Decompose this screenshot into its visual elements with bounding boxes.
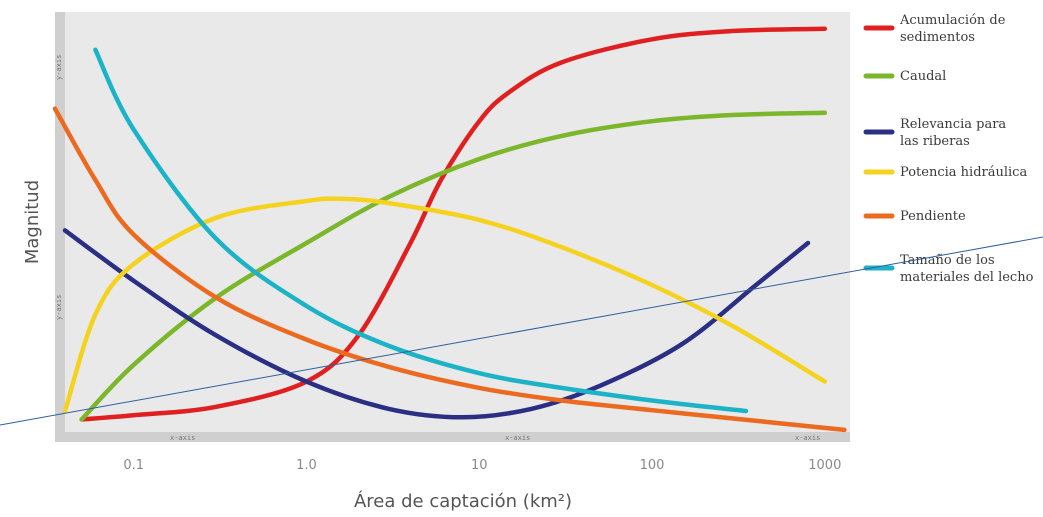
x-axis-tag-right: x-axis: [795, 434, 820, 442]
y-axis-tag-mid: y-axis: [55, 295, 63, 320]
legend: Acumulación de sedimentos Caudal Relevancia…: [863, 13, 1034, 285]
legend-label: Tamaño de los: [900, 253, 995, 268]
legend-label: Potencia hidráulica: [900, 165, 1027, 180]
legend-label: Pendiente: [900, 209, 966, 224]
legend-label: sedimentos: [900, 30, 975, 45]
y-axis-title: Magnitud: [22, 180, 43, 264]
legend-label: Caudal: [900, 69, 946, 84]
tick-layer: 0.1 1.0 10 100 1000: [123, 458, 841, 473]
annotation-line: [0, 236, 1043, 426]
legend-label: materiales del lecho: [900, 270, 1034, 285]
legend-label: Acumulación de: [899, 13, 1006, 28]
y-axis-strip: [55, 12, 65, 442]
x-tick-label: 0.1: [123, 458, 144, 473]
plot-background: [65, 12, 850, 432]
x-tick-label: 100: [640, 458, 665, 473]
x-axis-tag-mid: x-axis: [505, 434, 530, 442]
series-line-caudal: [79, 110, 828, 422]
x-axis-tag-left: x-axis: [170, 434, 195, 442]
legend-label: Relevancia para: [900, 117, 1006, 132]
series-layer: [52, 26, 847, 433]
series-line-tamano-de-los-materiales-del-lecho: [93, 47, 749, 414]
x-tick-label: 10: [471, 458, 488, 473]
series-line-relevancia-para-las-riberas: [62, 228, 811, 420]
x-axis-title: Área de captación (km²): [354, 490, 572, 512]
x-tick-label: 1.0: [296, 458, 317, 473]
series-line-pendiente: [52, 106, 847, 433]
series-line-potencia-hidraulica: [62, 196, 828, 414]
series-line-acumulacion-de-sedimentos: [79, 26, 828, 422]
y-axis-tag-top: y-axis: [55, 55, 63, 80]
x-tick-label: 1000: [808, 458, 841, 473]
x-axis-strip: [65, 432, 850, 442]
legend-label: las riberas: [900, 134, 970, 149]
